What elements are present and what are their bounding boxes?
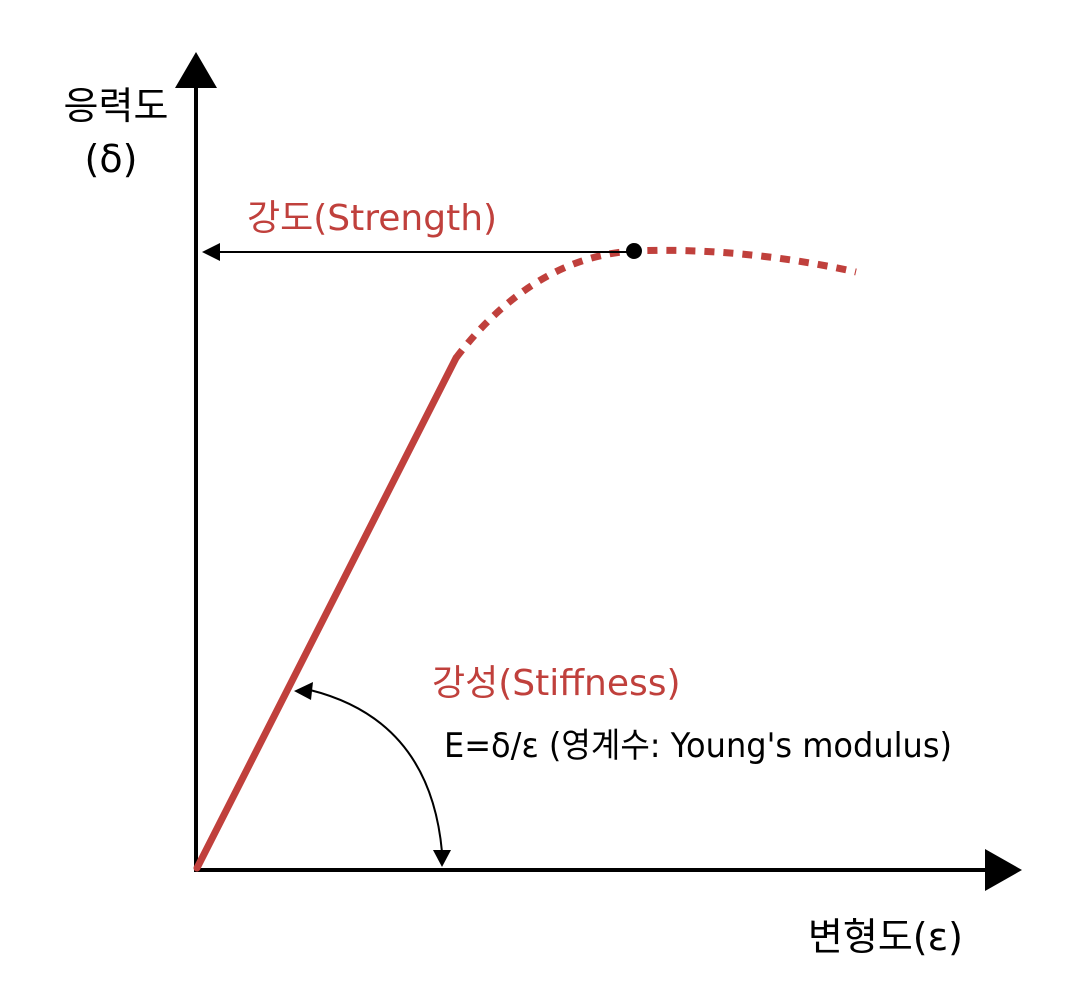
y-axis-arrowhead [175,52,217,88]
stiffness-angle-arc [309,689,443,853]
strength-label: 강도(Strength) [247,198,497,239]
x-axis-label: 변형도(ε) [808,915,963,959]
youngs-modulus-formula: E=δ/ε (영계수: Young's modulus) [444,726,952,766]
plastic-curve [453,246,857,361]
stiffness-label: 강성(Stiffness) [432,663,681,704]
y-axis-symbol: (δ) [85,137,138,181]
y-axis-label: 응력도 [64,84,169,128]
elastic-line [193,354,460,872]
stiffness-arc-arrowhead-top [294,682,313,700]
peak-point [626,243,642,259]
strength-arrowhead [202,243,220,261]
stiffness-arc-arrowhead-bottom [433,850,451,867]
x-axis-arrowhead [985,849,1022,891]
